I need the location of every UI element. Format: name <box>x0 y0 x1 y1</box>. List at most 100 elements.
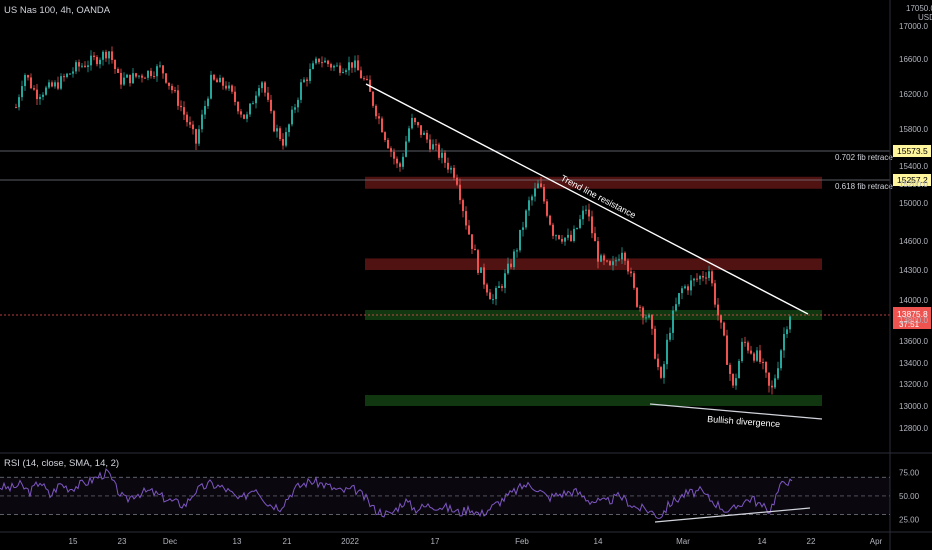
candle-body <box>399 163 401 167</box>
candle-body <box>789 316 791 330</box>
time-tick-label: Mar <box>676 537 690 546</box>
candle-body <box>684 286 686 289</box>
candle-body <box>351 62 353 68</box>
candle-body <box>375 105 377 117</box>
candle-body <box>693 278 695 281</box>
candle-body <box>621 252 623 260</box>
candle-body <box>333 65 335 68</box>
candle-body <box>387 140 389 149</box>
candle-body <box>51 82 53 87</box>
candle-body <box>711 271 713 284</box>
candle-body <box>177 90 179 106</box>
candle-body <box>138 75 140 77</box>
candle-body <box>429 139 431 150</box>
candle-body <box>648 314 650 318</box>
candle-body <box>393 151 395 159</box>
candle-body <box>489 292 491 300</box>
candle-body <box>213 74 215 80</box>
candle-body <box>243 114 245 119</box>
price-tick-label: 14600.0 <box>899 237 928 246</box>
candle-body <box>555 235 557 237</box>
time-tick-label: 15 <box>69 537 78 546</box>
candle-body <box>528 200 530 211</box>
time-tick-label: Dec <box>163 537 177 546</box>
time-axis[interactable]: 15 23 Dec 13 21 2022 17 Feb 14 Mar 14 22 Apr <box>0 531 932 546</box>
candle-body <box>714 283 716 305</box>
rsi-tick-label: 50.00 <box>899 492 920 501</box>
candle-body <box>252 103 254 105</box>
candle-body <box>345 70 347 73</box>
price-axis[interactable]: 12800.0 13000.0 13200.0 13400.0 13600.0 13800… <box>889 0 928 550</box>
candle-body <box>546 201 548 216</box>
candle-body <box>183 107 185 115</box>
zone-resistance-0 <box>365 176 822 189</box>
candle-body <box>702 275 704 278</box>
price-tick-label: 12800.0 <box>899 424 928 433</box>
candle-body <box>534 188 536 197</box>
candle-body <box>483 267 485 285</box>
candle-body <box>777 368 779 379</box>
candle-body <box>408 128 410 142</box>
time-tick-label: Apr <box>870 537 883 546</box>
candle-body <box>129 74 131 84</box>
candle-body <box>117 69 119 73</box>
candle-body <box>87 65 89 68</box>
candle-body <box>690 280 692 291</box>
candle-body <box>39 96 41 100</box>
candle-body <box>390 148 392 152</box>
candle-body <box>681 288 683 294</box>
divergence-line-rsi <box>654 507 811 523</box>
symbol-title: US Nas 100, 4h, OANDA <box>4 5 111 16</box>
candle-body <box>438 144 440 158</box>
fib_0618-label: 0.618 fib retrace <box>835 182 893 191</box>
candle-body <box>303 79 305 83</box>
candle-body <box>423 132 425 135</box>
price-tick-label: 13000.0 <box>899 402 928 411</box>
candle-body <box>582 210 584 220</box>
candle-body <box>606 260 608 262</box>
candle-body <box>180 105 182 108</box>
candle-body <box>654 328 656 359</box>
price-zones <box>365 176 822 406</box>
candle-body <box>330 64 332 68</box>
candle-body <box>357 60 359 71</box>
fib_0618-price: 15257.2 <box>897 175 928 185</box>
candle-body <box>564 237 566 242</box>
candle-body <box>273 111 275 132</box>
candle-body <box>228 85 230 89</box>
candle-body <box>174 90 176 92</box>
candle-body <box>381 118 383 133</box>
candle-body <box>36 89 38 100</box>
candle-body <box>210 74 212 99</box>
countdown: 37:51 <box>899 320 920 329</box>
candle-body <box>612 261 614 266</box>
candle-body <box>291 109 293 125</box>
price-tick-label: 15400.0 <box>899 162 928 171</box>
candle-body <box>774 378 776 388</box>
candle-body <box>282 139 284 146</box>
candle-body <box>93 55 95 57</box>
candle-body <box>723 322 725 336</box>
price-tick-label: 14000.0 <box>899 296 928 305</box>
candle-body <box>294 107 296 110</box>
currency-label: USD <box>918 13 932 22</box>
candle-body <box>756 350 758 361</box>
candle-body <box>363 78 365 80</box>
candle-body <box>288 124 290 133</box>
candle-body <box>600 255 602 262</box>
candle-body <box>603 255 605 261</box>
candle-body <box>306 79 308 81</box>
candle-body <box>240 111 242 115</box>
candle-body <box>57 82 59 89</box>
candle-body <box>402 156 404 167</box>
candle-body <box>678 293 680 305</box>
candle-body <box>411 117 413 129</box>
candle-body <box>261 82 263 89</box>
candle-body <box>114 59 116 70</box>
candle-body <box>18 97 20 108</box>
candle-body <box>636 287 638 307</box>
candle-body <box>417 122 419 126</box>
candle-body <box>147 70 149 78</box>
candle-body <box>540 183 542 187</box>
